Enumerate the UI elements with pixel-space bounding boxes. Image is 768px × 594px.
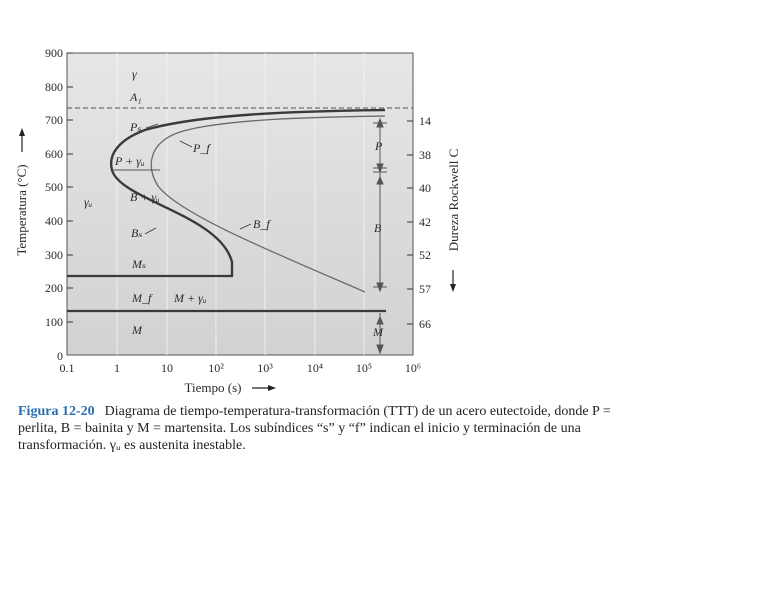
label-m-gamma: M + γᵤ — [173, 291, 206, 305]
y-tick-label: 700 — [45, 113, 63, 127]
label-bf: B_f — [253, 217, 271, 231]
structure-indicators — [373, 117, 387, 355]
x-tick-label: 10⁴ — [307, 361, 323, 375]
up-arrow-icon — [19, 128, 25, 152]
x-tick-label: 10² — [208, 361, 224, 375]
y-tick-label: 300 — [45, 248, 63, 262]
x-tick-label: 10³ — [257, 361, 273, 375]
label-gamma-u: γᵤ — [84, 195, 92, 209]
figure-number: Figura 12-20 — [18, 404, 95, 419]
x-tick-label: 10 — [161, 361, 173, 375]
hardness-tick-label: 52 — [419, 248, 431, 262]
plot-area — [66, 52, 414, 356]
label-pf: P_f — [192, 141, 211, 155]
label-b-gamma: B + γᵤ — [130, 190, 160, 204]
ttt-diagram: 900 800 700 600 500 400 300 200 100 0 Te… — [14, 46, 461, 395]
y-tick-label: 900 — [45, 46, 63, 60]
bracket-label-m: M — [372, 325, 384, 339]
hardness-tick-label: 14 — [419, 114, 431, 128]
finish-curve — [150, 115, 386, 293]
x-tick-label: 10⁶ — [405, 361, 421, 375]
label-ps: Pₛ — [129, 120, 141, 134]
hardness-tick-label: 38 — [419, 148, 431, 162]
label-p-gamma: P + γᵤ — [114, 154, 144, 168]
hardness-tick-label: 57 — [419, 282, 431, 296]
right-axis-ticks — [407, 120, 413, 325]
y-tick-label: 400 — [45, 214, 63, 228]
y-tick-label: 100 — [45, 315, 63, 329]
label-ms: Mₛ — [131, 257, 146, 271]
x-tick-label: 0.1 — [60, 361, 75, 375]
x-axis-title: Tiempo (s) — [185, 380, 242, 395]
hardness-tick-label: 40 — [419, 181, 431, 195]
label-mf: M_f — [131, 291, 153, 305]
hardness-tick-label: 42 — [419, 215, 431, 229]
hardness-tick-label: 66 — [419, 317, 431, 331]
y-tick-label: 0 — [57, 349, 63, 363]
grid-lines — [116, 53, 365, 355]
right-axis-title: Dureza Rockwell C — [446, 149, 461, 252]
leader-lines — [144, 123, 252, 235]
bracket-label-b: B — [374, 221, 382, 235]
y-tick-label: 200 — [45, 281, 63, 295]
label-bs: Bₛ — [131, 226, 142, 240]
y-tick-label: 500 — [45, 180, 63, 194]
label-m: M — [131, 323, 143, 337]
y-axis-title: Temperatura (°C) — [14, 164, 29, 255]
start-curve — [109, 108, 386, 276]
bracket-label-p: P — [374, 139, 383, 153]
label-gamma: γ — [132, 67, 137, 81]
label-a1: A₁ — [129, 90, 142, 104]
y-axis-ticks — [67, 52, 73, 323]
y-tick-label: 800 — [45, 80, 63, 94]
figure-caption: Figura 12-20 Diagrama de tiempo-temperatu… — [18, 403, 638, 454]
y-tick-label: 600 — [45, 147, 63, 161]
down-arrow-icon — [450, 270, 456, 292]
x-tick-label: 1 — [114, 361, 120, 375]
x-tick-label: 10⁵ — [356, 361, 372, 375]
caption-text: Diagrama de tiempo-temperatura-transform… — [18, 404, 611, 453]
right-arrow-icon — [252, 385, 276, 391]
